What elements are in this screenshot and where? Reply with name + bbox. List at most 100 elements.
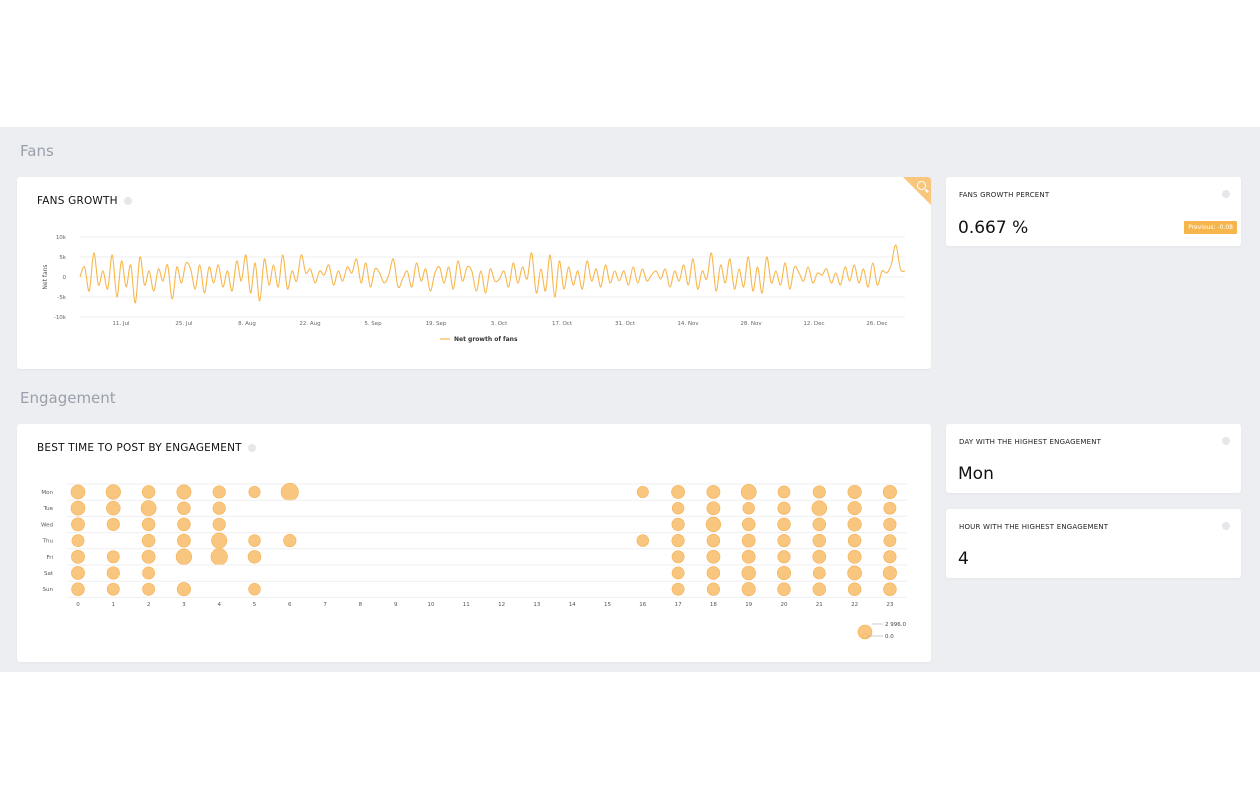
magnifier-icon[interactable]	[917, 181, 926, 190]
day-label: Fri	[46, 555, 53, 561]
y-tick-label: -10k	[54, 315, 67, 321]
engagement-bubble	[847, 549, 862, 564]
x-tick-label: 31. Oct	[615, 321, 636, 327]
engagement-bubble	[248, 583, 261, 596]
legend-min-label: 0.0	[885, 634, 894, 640]
engagement-bubble	[812, 566, 826, 580]
engagement-bubble	[706, 485, 721, 499]
engagement-bubble	[141, 549, 156, 564]
x-tick-label: 8. Aug	[238, 321, 256, 327]
legend-max-label: 2 996.0	[885, 622, 906, 628]
engagement-bubble	[777, 550, 791, 564]
engagement-bubble	[671, 566, 685, 580]
info-icon[interactable]	[1222, 522, 1230, 530]
engagement-bubble	[776, 565, 792, 581]
x-tick-label: 3. Oct	[491, 321, 508, 327]
x-tick-label: 22. Aug	[299, 321, 320, 327]
fans-growth-title: FANS GROWTH	[37, 195, 132, 207]
hour-label: 23	[886, 602, 893, 608]
engagement-bubble	[883, 501, 897, 515]
engagement-bubble	[706, 582, 720, 596]
engagement-bubble	[248, 485, 261, 499]
info-icon[interactable]	[123, 197, 132, 205]
engagement-bubble	[777, 485, 791, 499]
engagement-bubble	[741, 549, 756, 564]
hour-label: 1	[112, 602, 116, 608]
engagement-bubble	[70, 484, 86, 500]
y-tick-label: 0	[63, 275, 67, 281]
info-icon[interactable]	[247, 444, 256, 452]
engagement-bubble	[248, 534, 261, 547]
hour-label: 12	[498, 602, 505, 608]
series-line-net-growth	[79, 244, 906, 304]
previous-badge: Previous: -0.08	[1184, 221, 1237, 234]
best-time-title: BEST TIME TO POST BY ENGAGEMENT	[37, 442, 256, 454]
engagement-bubble	[812, 533, 827, 548]
engagement-bubble	[671, 582, 685, 596]
hour-label: 4	[217, 602, 221, 608]
legend-bubble-min	[862, 633, 868, 639]
engagement-bubble	[671, 517, 685, 531]
x-tick-label: 26. Dec	[866, 321, 887, 327]
best-time-title-text: BEST TIME TO POST BY ENGAGEMENT	[37, 442, 242, 454]
engagement-bubble	[742, 502, 755, 515]
x-tick-label: 28. Nov	[740, 321, 762, 327]
x-tick-label: 11. Jul	[112, 321, 130, 327]
highest-day-value: Mon	[958, 464, 994, 484]
engagement-bubble	[883, 582, 897, 596]
hour-label: 7	[323, 602, 327, 608]
hour-label: 17	[675, 602, 682, 608]
engagement-bubble	[71, 517, 85, 532]
engagement-bubble	[740, 484, 757, 500]
y-axis-label: Net fans	[42, 264, 49, 289]
day-label: Thu	[42, 539, 53, 545]
x-tick-label: 12. Dec	[803, 321, 824, 327]
engagement-bubble	[106, 582, 120, 596]
engagement-bubble	[636, 485, 649, 499]
hour-label: 14	[569, 602, 576, 608]
hour-label: 5	[253, 602, 257, 608]
engagement-bubble	[812, 549, 827, 564]
fans-growth-percent-card: FANS GROWTH PERCENT 0.667 % Previous: -0…	[946, 177, 1241, 246]
engagement-bubble	[777, 534, 791, 548]
day-label: Wed	[41, 522, 53, 528]
hour-label: 16	[639, 602, 646, 608]
hour-label: 11	[463, 602, 470, 608]
y-tick-label: -5k	[57, 295, 66, 301]
highest-hour-label: HOUR WITH THE HIGHEST ENGAGEMENT	[959, 523, 1109, 531]
engagement-bubble	[671, 550, 685, 564]
highest-hour-card: HOUR WITH THE HIGHEST ENGAGEMENT 4	[946, 509, 1241, 578]
engagement-bubble	[71, 549, 85, 564]
engagement-bubble	[847, 517, 862, 532]
engagement-bubble	[741, 533, 756, 548]
engagement-bubble	[141, 517, 156, 532]
hour-label: 9	[394, 602, 398, 608]
info-icon[interactable]	[1222, 190, 1230, 198]
hour-label: 21	[816, 602, 823, 608]
engagement-bubble	[140, 500, 157, 517]
hour-label: 15	[604, 602, 611, 608]
y-tick-label: 10k	[56, 235, 67, 241]
engagement-bubble	[741, 517, 756, 532]
info-icon[interactable]	[1222, 437, 1230, 445]
hour-label: 18	[710, 602, 717, 608]
engagement-bubble	[847, 582, 862, 596]
day-label: Sun	[43, 587, 54, 593]
engagement-bubble	[706, 533, 721, 548]
engagement-bubble	[71, 534, 85, 547]
x-tick-label: 19. Sep	[426, 321, 447, 327]
engagement-bubble	[812, 485, 826, 499]
engagement-bubble	[175, 548, 193, 565]
engagement-bubble	[105, 484, 121, 500]
engagement-bubble	[671, 502, 685, 515]
legend-bubble-max	[857, 624, 873, 640]
engagement-bubble	[706, 549, 721, 564]
engagement-bubble	[883, 517, 897, 531]
day-label: Mon	[41, 490, 53, 496]
engagement-bubble	[777, 501, 791, 515]
engagement-bubble	[210, 548, 228, 566]
hour-label: 10	[428, 602, 435, 608]
engagement-bubble	[883, 550, 897, 564]
dashboard: Fans FANS GROWTH 10k 5k 0 -5k -10k Net fans 11…	[0, 127, 1260, 672]
engagement-bubble	[283, 534, 297, 548]
